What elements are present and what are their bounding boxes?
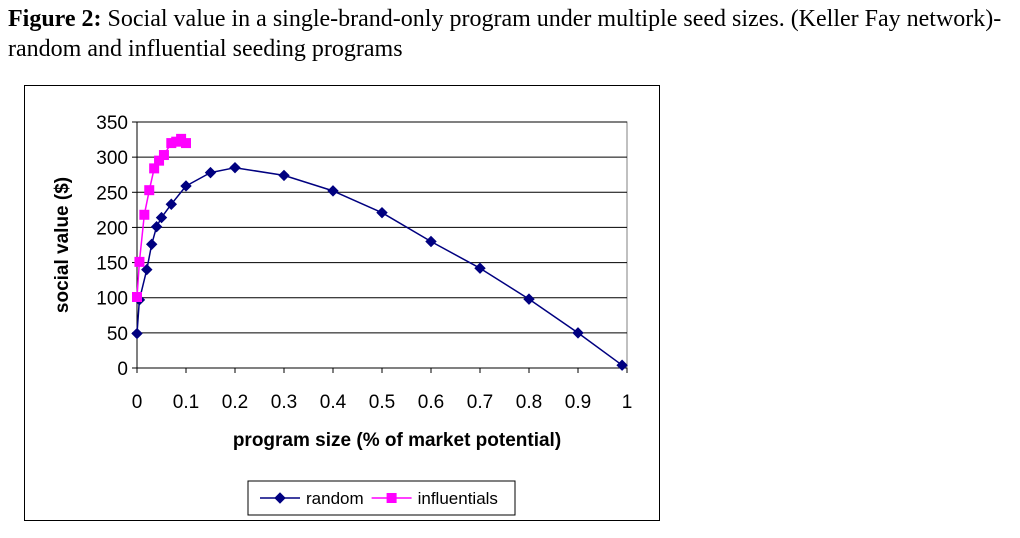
data-point-influentials	[139, 209, 150, 220]
data-point-influentials	[132, 292, 142, 303]
figure-caption-text: Social value in a single-brand-only prog…	[8, 6, 1002, 62]
series-line-random	[136, 166, 623, 366]
y-tick-label: 350	[96, 113, 128, 134]
y-tick-label: 200	[96, 218, 128, 239]
x-tick-label: 0.4	[320, 392, 347, 413]
data-point-influentials	[158, 150, 169, 161]
y-tick-label: 0	[117, 359, 128, 380]
x-tick-label: 0.3	[271, 392, 297, 413]
y-tick-label: 100	[96, 289, 128, 310]
x-tick-label: 0.7	[467, 392, 493, 413]
data-point-random	[131, 327, 143, 340]
x-tick-label: 0.6	[418, 392, 444, 413]
plot-area-border	[136, 121, 628, 369]
y-tick-label: 50	[107, 324, 128, 345]
data-point-influentials	[386, 493, 397, 503]
data-point-random	[229, 161, 241, 174]
x-tick-label: 0.5	[369, 392, 395, 413]
data-point-random	[474, 262, 486, 274]
data-point-random	[150, 221, 163, 233]
y-tick-label: 250	[96, 183, 128, 204]
data-point-random	[572, 327, 584, 339]
x-tick-label: 0	[132, 392, 143, 413]
y-tick-label: 300	[96, 148, 128, 169]
data-point-random	[204, 166, 217, 179]
data-point-random	[616, 359, 628, 371]
legend-label-random: random	[306, 489, 364, 508]
data-point-random	[278, 169, 290, 182]
x-tick-label: 0.8	[516, 392, 542, 413]
x-tick-label: 0.9	[565, 392, 591, 413]
data-point-random	[376, 206, 388, 219]
legend-label-influentials: influentials	[418, 489, 498, 508]
data-point-influentials	[134, 256, 145, 267]
figure-label: Figure 2:	[8, 6, 102, 32]
figure-caption: Figure 2: Social value in a single-brand…	[8, 4, 1016, 64]
chart-frame	[24, 85, 660, 521]
data-point-random	[141, 263, 153, 276]
data-point-influentials	[181, 138, 191, 149]
x-axis-title: program size (% of market potential)	[233, 430, 561, 451]
data-point-random	[327, 185, 339, 197]
data-point-random	[145, 238, 158, 251]
data-point-random	[180, 180, 192, 192]
y-axis-title: social value ($)	[52, 177, 73, 313]
data-point-random	[165, 198, 178, 210]
data-point-random	[523, 293, 535, 305]
x-tick-label: 0.1	[173, 392, 199, 413]
x-tick-label: 1	[622, 392, 633, 413]
data-point-random	[274, 492, 286, 504]
data-point-influentials	[144, 185, 155, 196]
data-point-random	[155, 211, 168, 224]
x-tick-label: 0.2	[222, 392, 248, 413]
y-tick-label: 150	[96, 254, 128, 275]
data-point-random	[425, 235, 437, 248]
